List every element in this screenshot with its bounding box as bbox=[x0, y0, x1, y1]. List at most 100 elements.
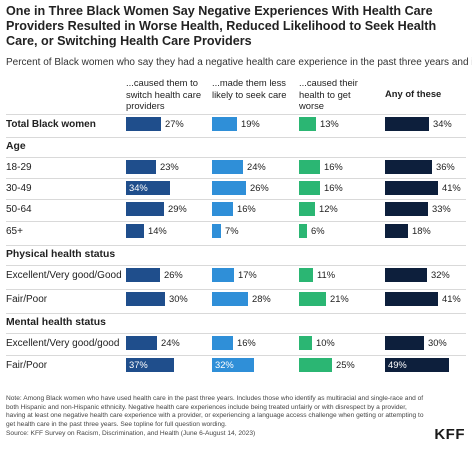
column-header-any: Any of these bbox=[385, 88, 442, 99]
value-label: 14% bbox=[148, 225, 167, 236]
row-divider bbox=[6, 333, 466, 334]
bar-any bbox=[385, 224, 408, 238]
column-header-less_likely: ...made them less likely to seek care bbox=[212, 77, 287, 100]
row-divider bbox=[6, 178, 466, 179]
bar-worse_health bbox=[126, 358, 174, 372]
value-label: 32% bbox=[215, 359, 234, 370]
value-label: 36% bbox=[436, 161, 455, 172]
row-divider bbox=[6, 221, 466, 222]
row-label: Fair/Poor bbox=[6, 360, 48, 371]
value-label: 11% bbox=[317, 269, 336, 280]
chart-notes: Note: Among Black women who have used he… bbox=[6, 395, 426, 439]
value-label: 17% bbox=[238, 269, 257, 280]
column-header-switch: ...caused their health to get worse bbox=[299, 77, 358, 112]
chart-subtitle: Percent of Black women who say they had … bbox=[6, 57, 472, 68]
value-label: 34% bbox=[129, 182, 148, 193]
bar-less_likely bbox=[212, 336, 233, 350]
bar-any bbox=[385, 202, 428, 216]
value-label: 24% bbox=[247, 161, 266, 172]
note-text: Note: Among Black women who have used he… bbox=[6, 395, 424, 428]
row-label: Excellent/Very good/good bbox=[6, 338, 120, 349]
value-label: 28% bbox=[252, 293, 271, 304]
value-label: 49% bbox=[388, 359, 407, 370]
section-heading: Mental health status bbox=[6, 317, 106, 328]
value-label: 34% bbox=[433, 118, 452, 129]
row-divider bbox=[6, 114, 466, 115]
value-label: 37% bbox=[129, 359, 148, 370]
value-label: 18% bbox=[412, 225, 431, 236]
value-label: 27% bbox=[165, 118, 184, 129]
bar-worse_health bbox=[126, 117, 161, 131]
bar-any bbox=[385, 358, 449, 372]
value-label: 23% bbox=[160, 161, 179, 172]
row-label: Fair/Poor bbox=[6, 294, 48, 305]
bar-worse_health bbox=[126, 336, 157, 350]
bar-any bbox=[385, 268, 427, 282]
bar-less_likely bbox=[212, 202, 233, 216]
row-divider bbox=[6, 355, 466, 356]
value-label: 33% bbox=[432, 203, 451, 214]
value-label: 16% bbox=[324, 182, 343, 193]
bar-any bbox=[385, 160, 432, 174]
row-label: 50-64 bbox=[6, 204, 32, 215]
section-heading: Age bbox=[6, 141, 26, 152]
bar-less_likely bbox=[212, 117, 237, 131]
row-label: 18-29 bbox=[6, 162, 32, 173]
bar-any bbox=[385, 117, 429, 131]
row-label: Total Black women bbox=[6, 119, 96, 130]
value-label: 29% bbox=[168, 203, 187, 214]
row-divider bbox=[6, 199, 466, 200]
value-label: 16% bbox=[324, 161, 343, 172]
value-label: 41% bbox=[442, 182, 461, 193]
bar-worse_health bbox=[126, 202, 164, 216]
value-label: 41% bbox=[442, 293, 461, 304]
bar-any bbox=[385, 292, 438, 306]
bar-switch bbox=[299, 358, 332, 372]
bar-switch bbox=[299, 160, 320, 174]
bar-less_likely bbox=[212, 160, 243, 174]
bar-worse_health bbox=[126, 160, 156, 174]
row-divider bbox=[6, 289, 466, 290]
kff-logo: KFF bbox=[434, 426, 465, 443]
bar-any bbox=[385, 336, 424, 350]
value-label: 19% bbox=[241, 118, 260, 129]
row-divider bbox=[6, 265, 466, 266]
column-header-worse_health: ...caused them to switch health care pro… bbox=[126, 77, 202, 112]
value-label: 12% bbox=[319, 203, 338, 214]
bar-worse_health bbox=[126, 224, 144, 238]
row-label: Excellent/Very good/Good bbox=[6, 270, 122, 281]
value-label: 6% bbox=[311, 225, 325, 236]
section-heading: Physical health status bbox=[6, 249, 116, 260]
value-label: 32% bbox=[431, 269, 450, 280]
row-label: 65+ bbox=[6, 226, 23, 237]
value-label: 26% bbox=[250, 182, 269, 193]
value-label: 7% bbox=[225, 225, 239, 236]
value-label: 16% bbox=[237, 203, 256, 214]
bar-switch bbox=[299, 336, 312, 350]
bar-less_likely bbox=[212, 292, 248, 306]
bar-worse_health bbox=[126, 181, 170, 195]
source-text: Source: KFF Survey on Racism, Discrimina… bbox=[6, 430, 256, 438]
bar-switch bbox=[299, 202, 315, 216]
bar-switch bbox=[299, 117, 316, 131]
row-label: 30-49 bbox=[6, 183, 32, 194]
bar-switch bbox=[299, 268, 313, 282]
row-divider bbox=[6, 245, 466, 246]
bar-worse_health bbox=[126, 268, 160, 282]
value-label: 24% bbox=[161, 337, 180, 348]
value-label: 21% bbox=[330, 293, 349, 304]
bar-switch bbox=[299, 224, 307, 238]
bar-less_likely bbox=[212, 268, 234, 282]
bar-worse_health bbox=[126, 292, 165, 306]
chart-title: One in Three Black Women Say Negative Ex… bbox=[6, 4, 437, 49]
bar-less_likely bbox=[212, 224, 221, 238]
value-label: 13% bbox=[320, 118, 339, 129]
row-divider bbox=[6, 137, 466, 138]
value-label: 26% bbox=[164, 269, 183, 280]
row-divider bbox=[6, 157, 466, 158]
value-label: 10% bbox=[316, 337, 335, 348]
value-label: 25% bbox=[336, 359, 355, 370]
value-label: 30% bbox=[428, 337, 447, 348]
row-divider bbox=[6, 313, 466, 314]
bar-less_likely bbox=[212, 181, 246, 195]
